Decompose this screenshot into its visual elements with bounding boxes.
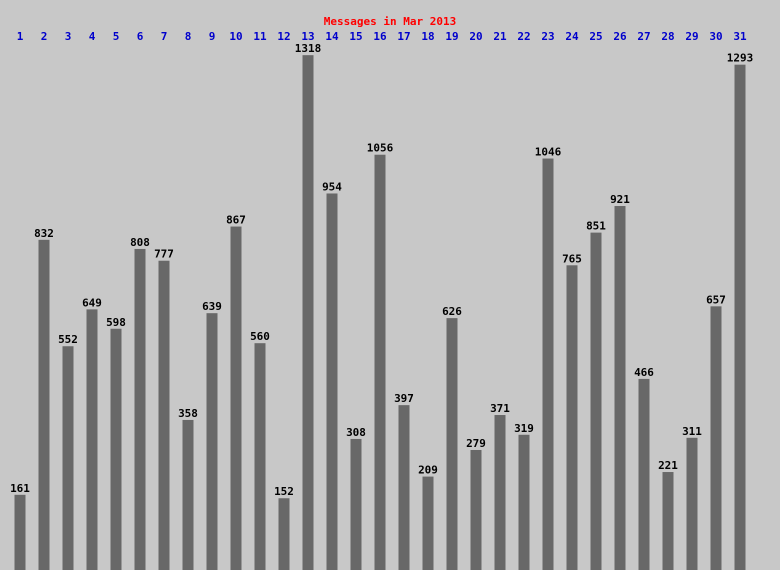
value-label: 560 <box>250 330 270 343</box>
bar <box>422 476 434 570</box>
x-tick-label: 14 <box>325 30 339 43</box>
x-tick-label: 1 <box>17 30 24 43</box>
bar <box>686 437 698 570</box>
value-label: 221 <box>658 459 678 472</box>
x-tick-label: 15 <box>349 30 362 43</box>
bar <box>278 498 290 570</box>
value-label: 639 <box>202 300 222 313</box>
x-tick-label: 12 <box>277 30 290 43</box>
bar <box>158 260 170 570</box>
value-label: 921 <box>610 193 630 206</box>
bar <box>734 64 746 570</box>
x-tick-label: 20 <box>469 30 482 43</box>
bar <box>446 318 458 570</box>
value-label: 867 <box>226 214 246 227</box>
x-tick-label: 27 <box>637 30 650 43</box>
x-tick-label: 8 <box>185 30 192 43</box>
bar <box>326 193 338 570</box>
bar <box>518 434 530 570</box>
x-tick-label: 31 <box>733 30 747 43</box>
value-label: 308 <box>346 426 366 439</box>
value-label: 552 <box>58 333 78 346</box>
value-label: 319 <box>514 422 534 435</box>
value-label: 371 <box>490 402 510 415</box>
value-label: 358 <box>178 407 198 420</box>
x-tick-label: 19 <box>445 30 458 43</box>
x-tick-label: 25 <box>589 30 602 43</box>
x-tick-label: 11 <box>253 30 267 43</box>
bar <box>590 232 602 570</box>
bar <box>206 313 218 570</box>
x-tick-label: 26 <box>613 30 627 43</box>
x-tick-label: 9 <box>209 30 216 43</box>
bar <box>110 328 122 570</box>
value-label: 598 <box>106 316 126 329</box>
value-label: 657 <box>706 293 726 306</box>
bar <box>302 55 314 570</box>
bar <box>374 154 386 570</box>
value-label: 832 <box>34 227 54 240</box>
x-tick-label: 13 <box>301 30 314 43</box>
x-tick-label: 6 <box>137 30 144 43</box>
value-label: 1046 <box>535 146 562 159</box>
x-tick-label: 21 <box>493 30 507 43</box>
value-label: 954 <box>322 180 342 193</box>
bar <box>494 415 506 570</box>
x-tick-label: 29 <box>685 30 698 43</box>
value-label: 466 <box>634 366 654 379</box>
bar <box>38 239 50 570</box>
chart-title: Messages in Mar 2013 <box>324 15 456 28</box>
x-tick-label: 16 <box>373 30 387 43</box>
bar <box>14 494 26 570</box>
x-tick-label: 5 <box>113 30 120 43</box>
value-label: 279 <box>466 437 486 450</box>
bar <box>350 438 362 570</box>
value-label: 1056 <box>367 142 394 155</box>
bar <box>230 226 242 570</box>
x-tick-label: 28 <box>661 30 674 43</box>
x-tick-label: 17 <box>397 30 410 43</box>
x-tick-label: 23 <box>541 30 554 43</box>
bar <box>182 419 194 570</box>
value-label: 765 <box>562 252 582 265</box>
value-label: 1293 <box>727 52 754 65</box>
x-tick-label: 3 <box>65 30 72 43</box>
x-tick-label: 2 <box>41 30 48 43</box>
x-tick-label: 24 <box>565 30 579 43</box>
bar <box>254 343 266 570</box>
bar <box>662 472 674 570</box>
bar <box>638 378 650 570</box>
x-tick-label: 10 <box>229 30 242 43</box>
bar <box>62 346 74 570</box>
x-tick-label: 18 <box>421 30 434 43</box>
x-tick-label: 4 <box>89 30 96 43</box>
bar <box>542 158 554 570</box>
value-label: 851 <box>586 220 606 233</box>
bar <box>470 449 482 570</box>
bar <box>134 248 146 570</box>
bar <box>710 306 722 570</box>
x-tick-label: 7 <box>161 30 168 43</box>
bar <box>86 309 98 570</box>
value-label: 209 <box>418 464 438 477</box>
value-label: 777 <box>154 248 174 261</box>
value-label: 649 <box>82 296 102 309</box>
value-label: 1318 <box>295 42 322 55</box>
bar <box>398 405 410 570</box>
value-label: 626 <box>442 305 462 318</box>
bar <box>566 265 578 570</box>
value-label: 311 <box>682 425 702 438</box>
value-label: 161 <box>10 482 30 495</box>
value-label: 152 <box>274 485 294 498</box>
x-tick-label: 22 <box>517 30 530 43</box>
value-label: 808 <box>130 236 150 249</box>
value-label: 397 <box>394 392 414 405</box>
x-tick-label: 30 <box>709 30 722 43</box>
bar <box>614 206 626 570</box>
